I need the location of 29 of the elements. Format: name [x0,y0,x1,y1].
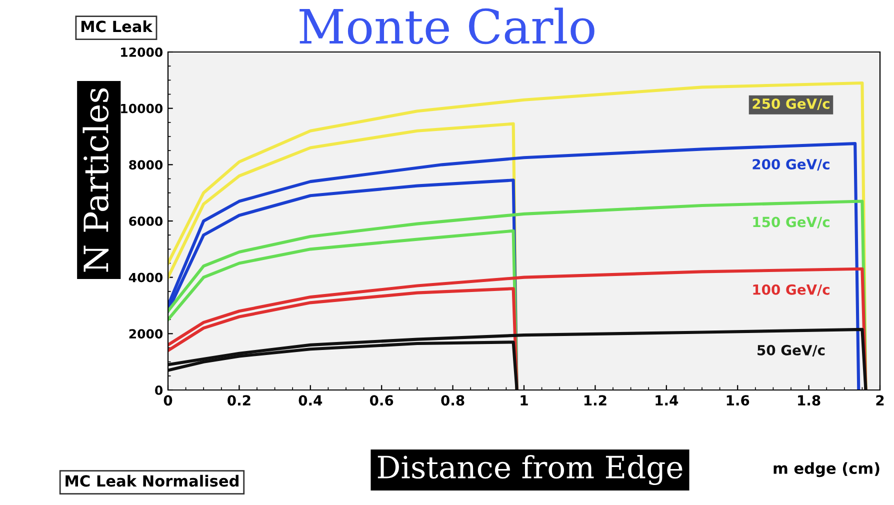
x-tick-label: 0.6 [370,395,394,406]
x-tick-label: 2 [876,395,884,406]
y-tick-label: 8000 [129,160,163,170]
series-label: 150 GeV/c [753,216,830,228]
text: MC Leak Normalised [66,474,238,487]
series-label: 200 GeV/c [752,158,830,171]
x-tick-label: 1.8 [798,395,820,406]
x-tick-label: 1 [520,395,528,406]
text: m edge (cm) [774,462,880,478]
x-tick-label: 1.2 [584,395,606,406]
x-tick-label: 1.4 [656,395,678,406]
y-tick-label: 6000 [129,216,163,226]
x-axis-title: Distance from Edge [378,454,682,486]
text: MC Leak [81,20,153,32]
x-tick-label: 0 [164,395,172,406]
y-tick-label: 2000 [129,329,163,339]
y-tick-label: 4000 [128,272,163,282]
y-tick-label: 10000 [121,104,163,114]
series-label: 100 GeV/c [753,284,830,296]
chart-title: Monte Carlo [300,8,594,44]
y-tick-label: 0 [155,385,163,395]
x-tick-label: 0.8 [441,395,464,406]
x-tick-label: 0.4 [298,395,322,406]
x-tick-label: 0.2 [228,395,250,406]
series-label: 250 GeV/c [752,98,830,110]
y-tick-label: 12000 [121,47,163,57]
series-label: 50 GeV/c [758,344,825,356]
y-axis-title: N Particles [82,88,109,272]
x-tick-label: 1.6 [726,395,750,406]
